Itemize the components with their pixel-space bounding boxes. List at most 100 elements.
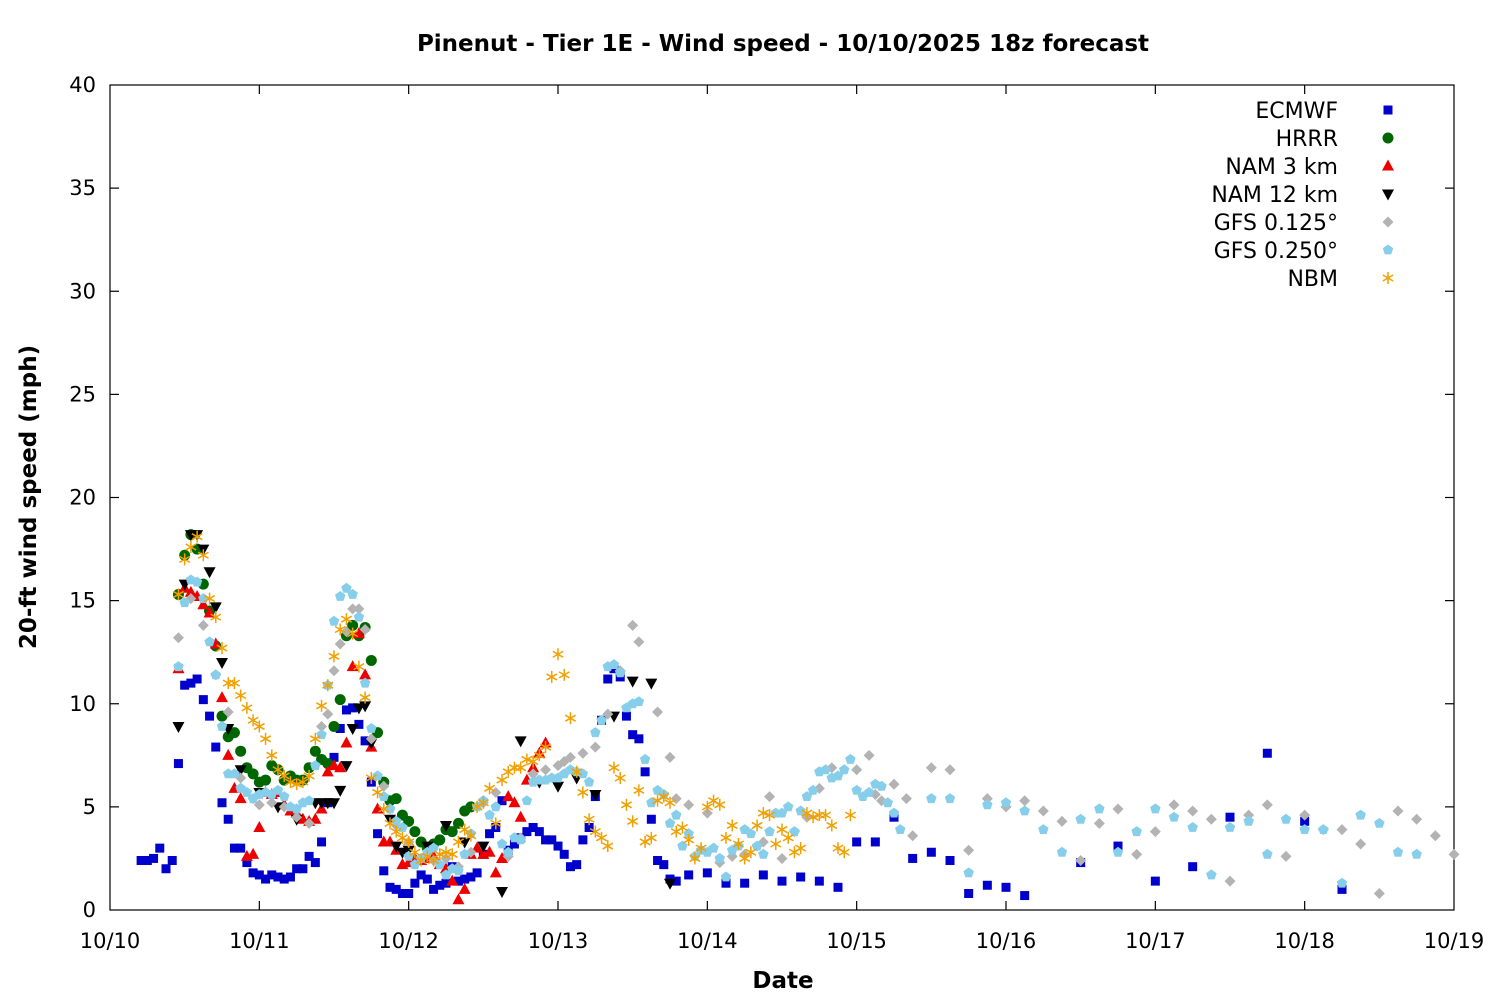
data-point [683, 799, 695, 811]
data-point [1429, 830, 1441, 842]
data-point [477, 796, 489, 809]
data-point [508, 761, 521, 774]
data-point [210, 669, 221, 680]
data-point [1336, 824, 1348, 836]
data-point [205, 711, 215, 721]
data-point [527, 755, 539, 768]
data-point [310, 858, 320, 868]
data-point [671, 809, 682, 820]
data-point [465, 829, 477, 842]
data-point [1075, 813, 1086, 824]
data-point [366, 723, 377, 733]
data-point [384, 803, 396, 814]
data-point [216, 720, 228, 731]
data-point [1206, 869, 1217, 880]
data-point [671, 876, 681, 886]
data-point [483, 782, 496, 795]
data-point [614, 772, 626, 784]
data-point [552, 648, 564, 661]
data-point [578, 835, 588, 845]
data-point [328, 650, 340, 663]
data-point [758, 848, 769, 859]
y-axis-label: 20-ft wind speed (mph) [16, 345, 42, 649]
data-point [764, 826, 775, 837]
data-point [385, 882, 395, 892]
data-point [347, 627, 359, 640]
data-point [403, 815, 415, 827]
data-point [558, 668, 570, 681]
data-point [458, 882, 471, 894]
data-point [888, 807, 900, 818]
data-point [826, 819, 838, 832]
data-point [633, 696, 645, 707]
data-point [284, 776, 297, 789]
data-point [615, 667, 626, 678]
data-point [460, 874, 470, 884]
data-point [1056, 846, 1068, 857]
data-point [309, 745, 321, 757]
data-point [1000, 797, 1012, 808]
data-point [776, 852, 788, 864]
data-point [546, 670, 558, 683]
data-point [1243, 815, 1254, 826]
data-point [378, 791, 389, 801]
data-point [260, 774, 272, 786]
y-tick-label: 20 [69, 486, 96, 510]
data-point [851, 784, 862, 795]
data-point [266, 797, 278, 809]
data-point [1112, 846, 1124, 857]
data-point [303, 817, 315, 829]
data-point [721, 878, 731, 888]
data-point [298, 864, 308, 874]
data-point [259, 732, 272, 745]
data-point [758, 870, 768, 880]
data-point [522, 827, 532, 837]
data-point [1318, 824, 1329, 834]
data-point [422, 874, 432, 884]
series-nbm [172, 530, 857, 867]
data-point [203, 592, 216, 605]
data-point [603, 674, 613, 684]
data-point [900, 793, 912, 805]
data-point [664, 817, 676, 828]
data-point [540, 764, 552, 776]
data-point [434, 859, 445, 870]
data-point [963, 844, 975, 856]
legend-label: GFS 0.250° [1214, 239, 1338, 264]
data-point [303, 795, 315, 806]
data-point [851, 764, 863, 776]
data-point [676, 821, 689, 834]
data-point [740, 878, 750, 888]
data-point [1373, 888, 1385, 899]
data-point [777, 876, 787, 886]
data-point [347, 588, 358, 599]
data-point [309, 812, 322, 824]
data-point [441, 878, 451, 888]
data-point [583, 813, 595, 826]
data-point [602, 708, 614, 720]
data-point [1448, 848, 1460, 860]
data-point [180, 680, 190, 690]
data-point [291, 811, 303, 823]
data-point [272, 763, 284, 776]
data-point [590, 727, 601, 738]
data-point [1112, 803, 1124, 815]
data-point [390, 841, 403, 853]
data-point [234, 792, 247, 804]
data-point [659, 860, 669, 870]
data-point [763, 809, 776, 822]
data-point [1150, 876, 1160, 886]
x-tick-label: 10/19 [1424, 929, 1485, 953]
data-point [888, 778, 900, 790]
data-point [235, 745, 247, 757]
x-tick-label: 10/11 [229, 929, 290, 953]
data-point [577, 768, 589, 779]
x-tick-label: 10/14 [677, 929, 738, 953]
data-point [553, 841, 563, 851]
data-point [365, 772, 377, 784]
data-point [653, 856, 663, 865]
data-point [814, 876, 824, 886]
data-point [1113, 841, 1123, 851]
data-point [477, 841, 490, 853]
data-point [720, 871, 732, 882]
